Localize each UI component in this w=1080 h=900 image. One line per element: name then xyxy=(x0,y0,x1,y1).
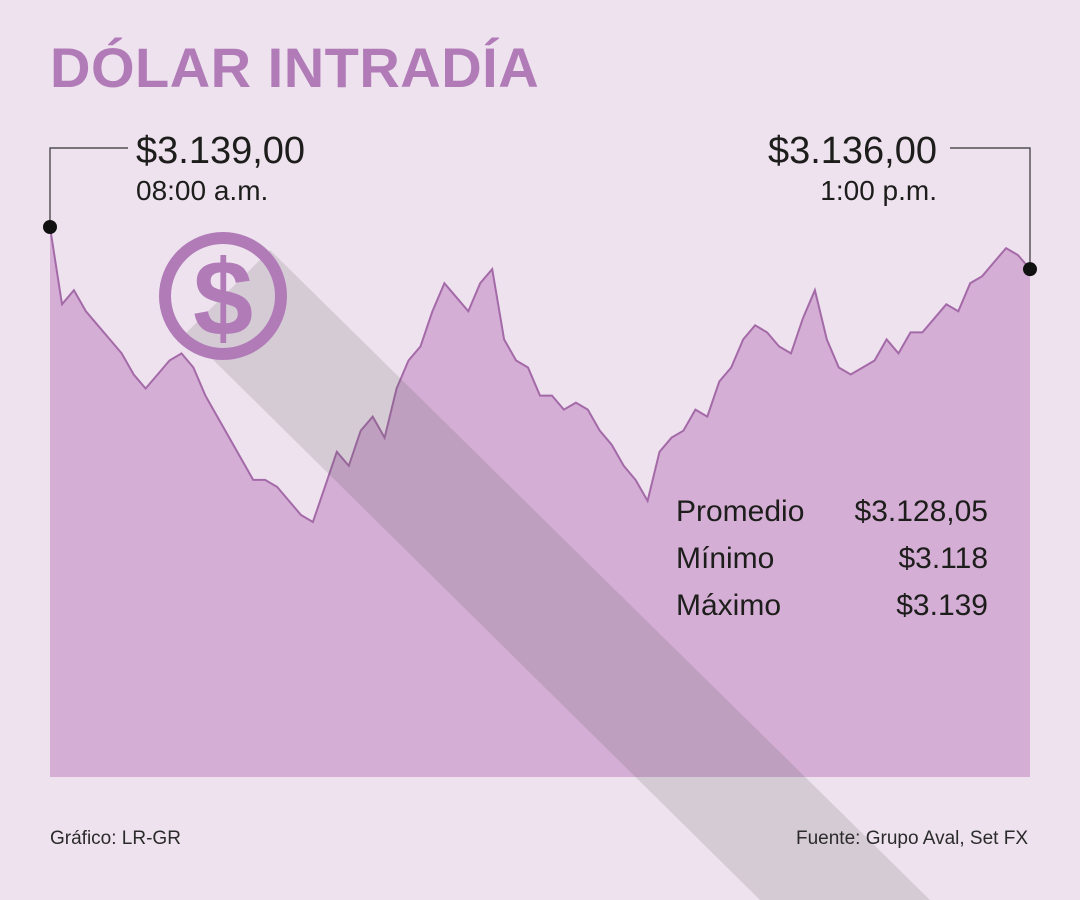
dollar-coin-icon: $ xyxy=(159,232,287,360)
price-line xyxy=(49,226,1031,524)
stat-maximum: Máximo $3.139 xyxy=(676,582,988,629)
stat-label: Promedio xyxy=(676,494,805,528)
stat-value: $3.118 xyxy=(898,541,988,575)
end-value: $3.136,00 xyxy=(767,130,937,172)
stat-minimum: Mínimo $3.118 xyxy=(676,535,988,582)
stat-label: Máximo xyxy=(676,588,782,622)
svg-text:$: $ xyxy=(193,237,253,358)
start-value: $3.139,00 xyxy=(136,130,306,172)
start-time: 08:00 a.m. xyxy=(136,175,269,206)
start-leader-line xyxy=(49,147,128,227)
data-source: Fuente: Grupo Aval, Set FX xyxy=(796,828,1028,849)
stat-value: $3.139 xyxy=(896,588,988,622)
end-point-marker xyxy=(1023,262,1037,277)
end-leader-line xyxy=(950,147,1031,270)
icon-long-shadow xyxy=(186,250,930,900)
stat-label: Mínimo xyxy=(676,541,775,575)
stat-average: Promedio $3.128,05 xyxy=(676,488,988,535)
price-area xyxy=(50,227,1030,777)
stat-value: $3.128,05 xyxy=(854,494,988,528)
graphic-credit: Gráfico: LR-GR xyxy=(50,828,181,849)
stats-table: Promedio $3.128,05 Mínimo $3.118 Máximo … xyxy=(676,488,988,629)
end-time: 1:00 p.m. xyxy=(820,175,937,206)
start-point-marker xyxy=(43,220,57,234)
title: DÓLAR INTRADÍA xyxy=(50,36,540,99)
